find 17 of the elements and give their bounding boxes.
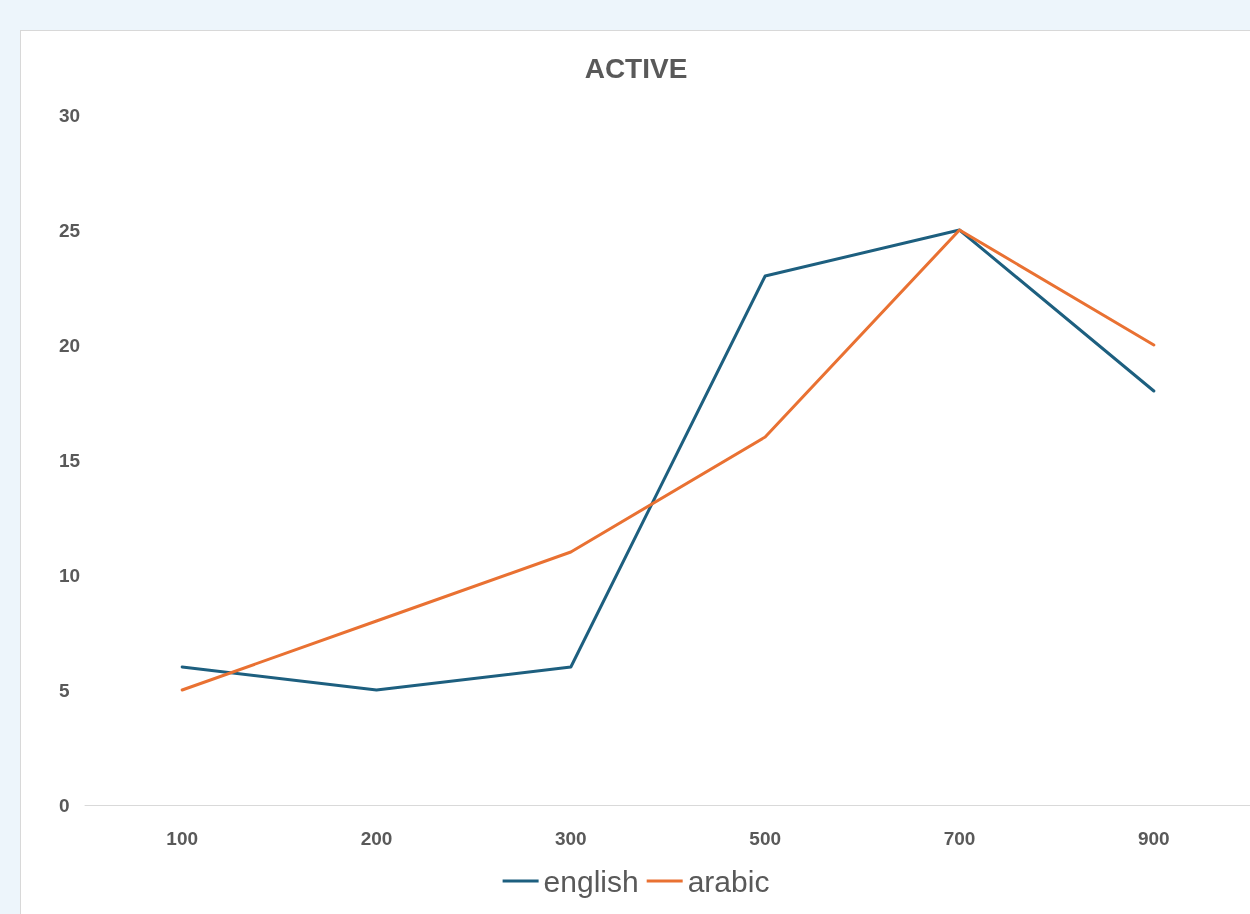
y-tick-label: 25 — [59, 219, 81, 241]
y-tick-label: 5 — [59, 679, 70, 701]
x-tick-label: 100 — [166, 828, 199, 849]
x-tick-label: 700 — [943, 828, 976, 849]
y-tick-label: 10 — [59, 564, 81, 586]
y-tick-label: 30 — [59, 104, 81, 126]
chart-title: ACTIVE — [584, 52, 688, 84]
legend-label: arabic — [687, 864, 770, 898]
y-tick-label: 20 — [59, 334, 81, 356]
x-tick-label: 500 — [749, 828, 782, 849]
x-tick-label: 300 — [554, 828, 587, 849]
y-tick-label: 15 — [59, 449, 81, 471]
y-tick-label: 0 — [59, 794, 70, 816]
legend-label: english — [543, 864, 639, 898]
line-series — [180, 228, 1156, 692]
x-tick-label: 900 — [1137, 828, 1170, 849]
x-tick-label: 200 — [360, 828, 393, 849]
